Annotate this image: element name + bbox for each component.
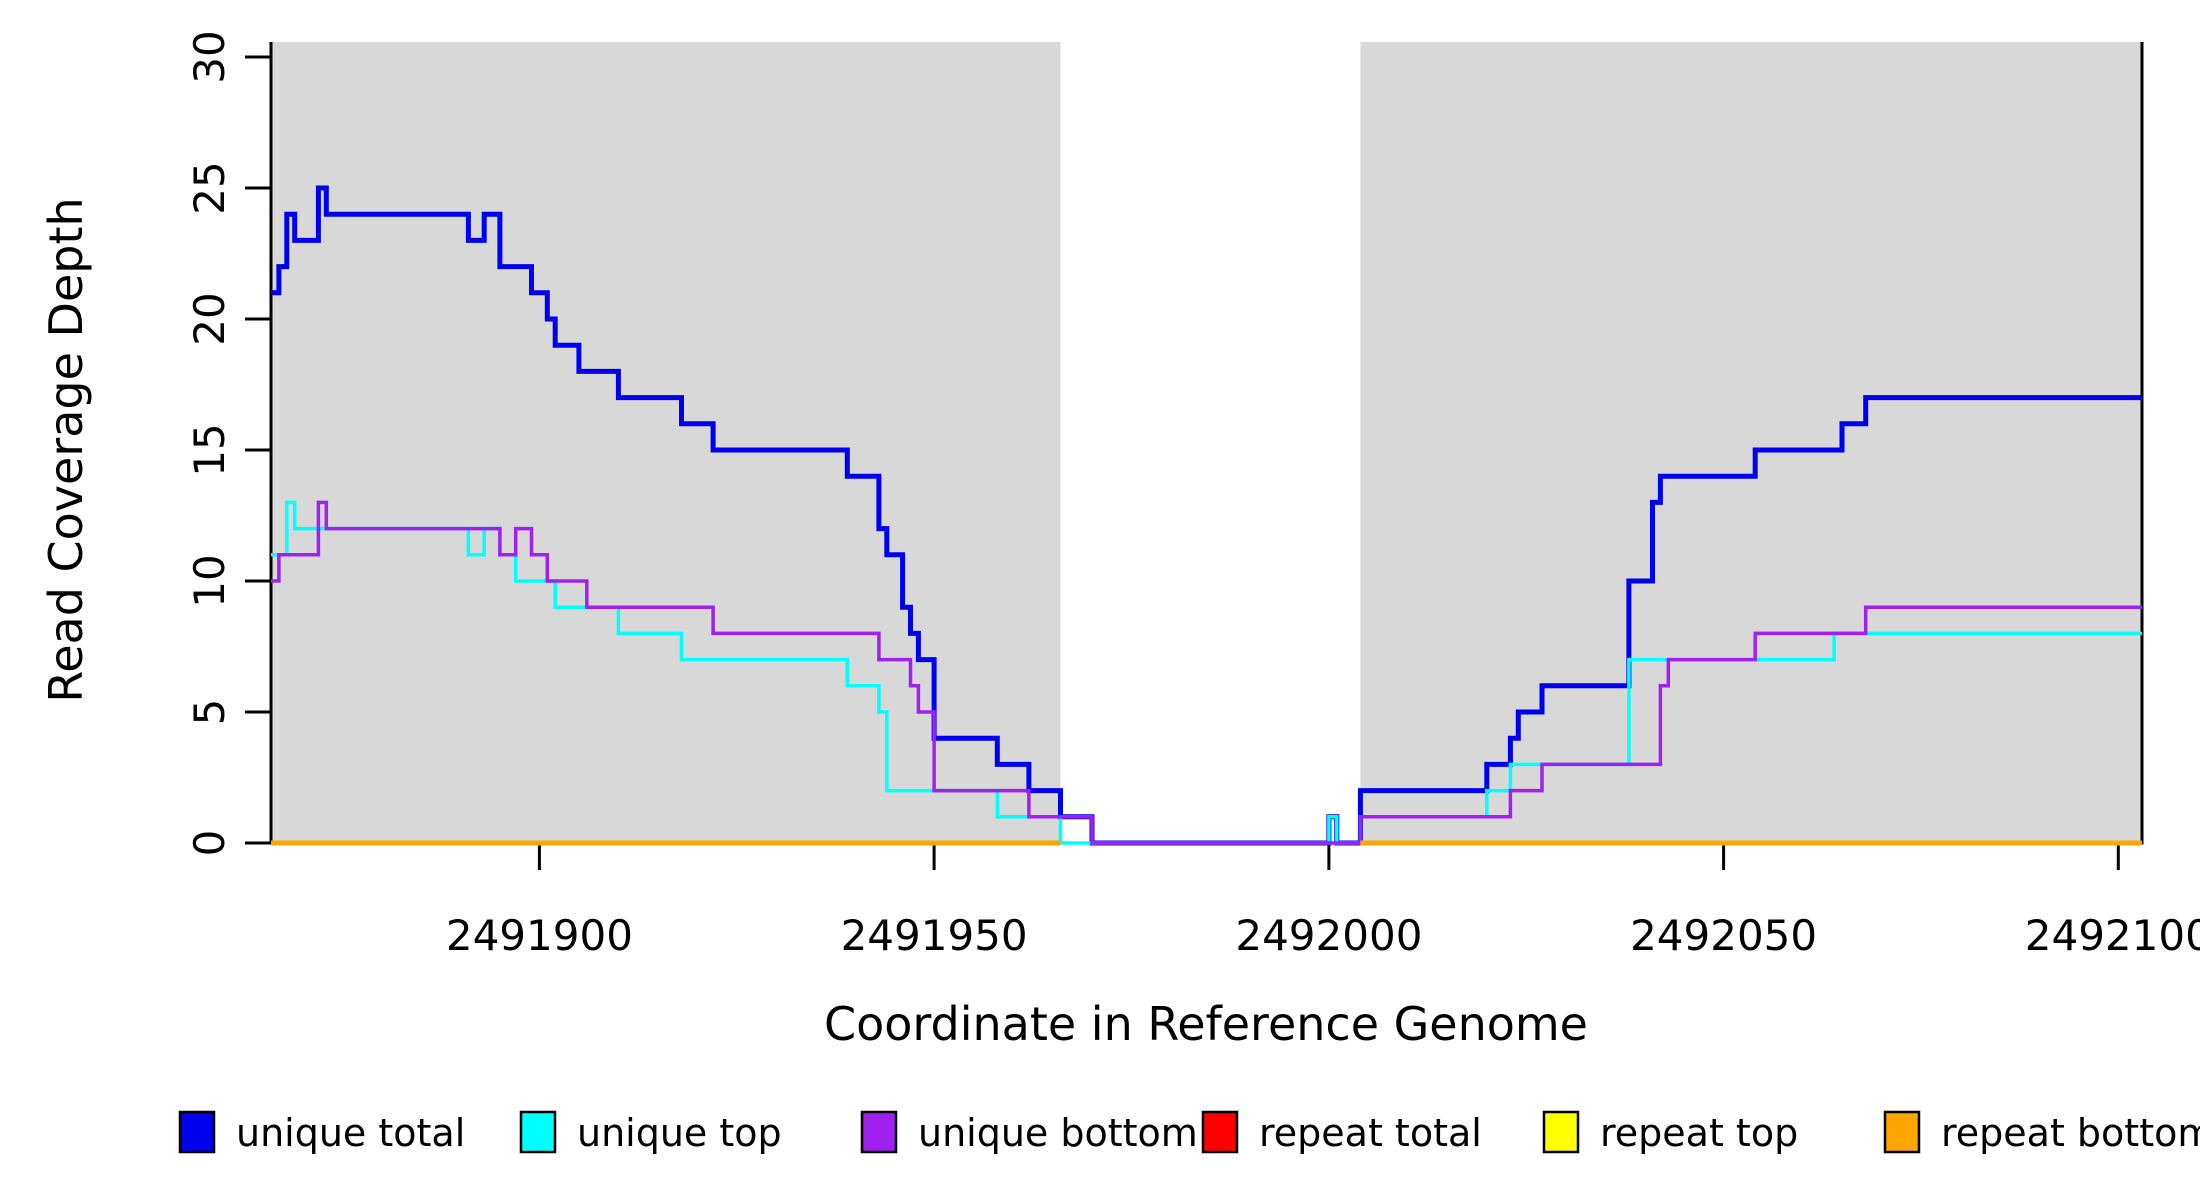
y-tick-label-30: 30 <box>185 30 234 83</box>
legend-group: unique total unique top unique bottom repea… <box>178 1110 2200 1155</box>
y-tick-label-5: 5 <box>185 699 234 726</box>
tick-labels-group: 0 5 10 15 20 25 30 2491900 2491950 2492000 2492050… <box>185 30 2200 960</box>
series-line-unique-bottom <box>271 500 2142 845</box>
legend-swatch-repeat-bottom <box>1883 1110 1921 1154</box>
series-line-unique-total <box>271 185 2142 846</box>
legend-swatch-repeat-total <box>1201 1110 1239 1154</box>
y-tick-label-10: 10 <box>185 554 234 607</box>
y-tick-label-20: 20 <box>185 292 234 345</box>
series-line-unique-top <box>271 500 2142 845</box>
x-tick-label-2491900: 2491900 <box>446 911 633 960</box>
legend-label-repeat-top: repeat top <box>1600 1111 1798 1155</box>
legend-label-unique-total: unique total <box>236 1111 465 1155</box>
legend-label-repeat-total: repeat total <box>1259 1111 1482 1155</box>
legend-label-repeat-bottom: repeat bottom <box>1941 1111 2200 1155</box>
legend-swatch-unique-top <box>519 1110 557 1154</box>
y-tick-label-25: 25 <box>185 161 234 214</box>
legend-swatch-unique-total <box>178 1110 216 1154</box>
y-axis-title: Read Coverage Depth <box>39 197 93 702</box>
x-tick-label-2492000: 2492000 <box>1235 911 1422 960</box>
series-lines-group <box>271 185 2142 846</box>
legend-label-unique-bottom: unique bottom <box>918 1111 1198 1155</box>
repeat-region-shading-group <box>271 42 2142 843</box>
x-tick-label-2491950: 2491950 <box>841 911 1028 960</box>
y-tick-label-15: 15 <box>185 423 234 476</box>
y-tick-label-0: 0 <box>185 830 234 857</box>
legend-swatch-unique-bottom <box>860 1110 898 1154</box>
legend-swatch-repeat-top <box>1542 1110 1580 1154</box>
legend-label-unique-top: unique top <box>577 1111 782 1155</box>
x-tick-label-2492050: 2492050 <box>1630 911 1817 960</box>
repeat-region-2 <box>1360 42 2142 843</box>
x-axis-title: Coordinate in Reference Genome <box>824 997 1588 1051</box>
x-tick-label-2492100: 2492100 <box>2025 911 2200 960</box>
repeat-region-1 <box>271 42 1061 843</box>
